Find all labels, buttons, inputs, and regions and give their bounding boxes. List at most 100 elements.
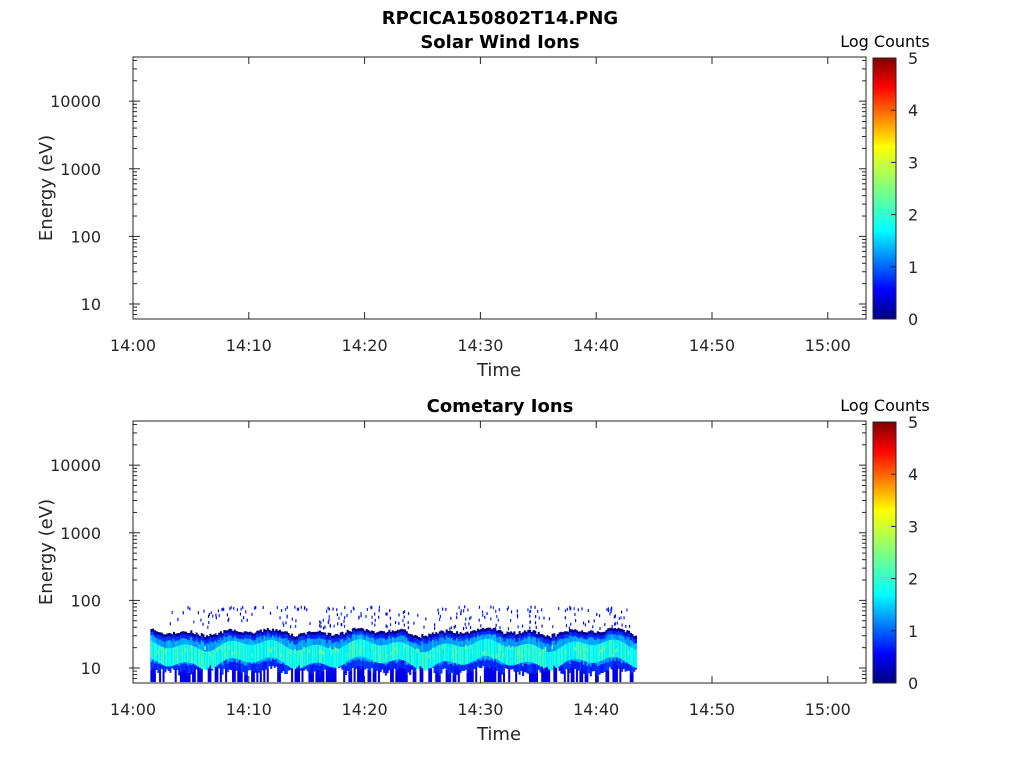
spectrogram-sparse-count bbox=[389, 616, 391, 620]
spectrogram-sparse-count bbox=[212, 614, 214, 618]
spectrogram-cell bbox=[435, 632, 438, 636]
spectrogram-cell bbox=[480, 628, 483, 632]
spectrogram-cell bbox=[506, 631, 509, 635]
spectrogram-sparse-count bbox=[607, 607, 609, 611]
spectrogram-cell bbox=[197, 634, 200, 638]
spectrogram-cell bbox=[511, 632, 514, 636]
spectrogram-cell bbox=[256, 630, 259, 634]
spectrogram-cell bbox=[390, 631, 393, 635]
spectrogram-cell bbox=[454, 633, 457, 637]
spectrogram-sparse-count bbox=[566, 607, 568, 611]
spectrogram-cell bbox=[516, 651, 519, 656]
spectrogram-cell bbox=[456, 645, 459, 664]
spectrogram-sparse-count bbox=[371, 621, 373, 625]
spectrogram-sparse-count bbox=[570, 622, 572, 626]
spectrogram-sparse-count bbox=[279, 616, 281, 620]
spectrogram-cell bbox=[242, 643, 245, 661]
spectrogram-cell bbox=[482, 651, 485, 656]
spectrogram-cell bbox=[337, 635, 340, 639]
spectrogram-sparse-count bbox=[584, 623, 587, 627]
spectrogram-cell bbox=[527, 629, 530, 633]
colorbar-label-cometary: Log Counts bbox=[840, 396, 930, 415]
spectrogram-sparse-count bbox=[454, 624, 456, 628]
y-tick-label: 100 bbox=[70, 227, 101, 246]
spectrogram-sparse-count bbox=[495, 623, 497, 627]
spectrogram-sparse-count bbox=[222, 607, 224, 611]
spectrogram-cell bbox=[631, 672, 634, 683]
spectrogram-sparse-count bbox=[498, 608, 500, 612]
spectrogram-cell bbox=[443, 632, 446, 636]
spectrogram-sparse-count bbox=[322, 618, 324, 622]
spectrogram-cell bbox=[457, 669, 460, 683]
spectrogram-cell bbox=[311, 652, 314, 657]
spectrogram-sparse-count bbox=[614, 622, 617, 626]
spectrogram-sparse-count bbox=[207, 625, 209, 629]
spectrogram-cell bbox=[506, 647, 509, 666]
spectrogram-cell bbox=[332, 649, 335, 668]
spectrogram-cell bbox=[622, 642, 625, 661]
spectrogram-sparse-count bbox=[227, 619, 229, 623]
spectrogram-cell bbox=[463, 633, 466, 637]
spectrogram-cell bbox=[221, 643, 224, 662]
spectrogram-cell bbox=[166, 648, 169, 653]
spectrogram-sparse-count bbox=[200, 618, 202, 622]
spectrogram-cell bbox=[579, 670, 582, 683]
spectrogram-cell bbox=[367, 641, 370, 659]
spectrogram-cell bbox=[608, 640, 611, 658]
spectrogram-cell bbox=[155, 631, 158, 635]
spectrogram-cell bbox=[304, 634, 307, 638]
spectrogram-cell bbox=[355, 628, 358, 632]
spectrogram-cell bbox=[423, 652, 426, 671]
spectrogram-cell bbox=[280, 653, 283, 658]
spectrogram-sparse-count bbox=[282, 621, 284, 625]
spectrogram-sparse-count bbox=[306, 608, 308, 612]
spectrogram-cell bbox=[589, 630, 592, 634]
panel-solar-wind: Solar Wind Ions 14:00 14:10 14:20 14:30 14:4… bbox=[36, 32, 930, 381]
x-tick-label: 14:20 bbox=[342, 700, 388, 719]
spectrogram-sparse-count bbox=[289, 625, 292, 629]
spectrogram-cell bbox=[430, 634, 433, 638]
spectrogram-cell bbox=[398, 667, 401, 683]
spectrogram-cell bbox=[238, 642, 241, 660]
spectrogram-cell bbox=[199, 649, 202, 654]
spectrogram-cell bbox=[397, 629, 400, 633]
x-axis-label-cometary: Time bbox=[476, 724, 521, 745]
spectrogram-cell bbox=[331, 635, 334, 639]
spectrogram-sparse-count bbox=[581, 607, 583, 611]
spectrogram-cell bbox=[556, 649, 559, 668]
spectrogram-sparse-count bbox=[239, 612, 242, 616]
spectrogram-cell bbox=[367, 669, 370, 683]
spectrogram-cell bbox=[329, 632, 332, 636]
colorbar-tick-label: 4 bbox=[908, 465, 918, 484]
spectrogram-sparse-count bbox=[344, 606, 346, 610]
colorbar-tick-label: 2 bbox=[908, 206, 918, 225]
x-tick-label: 14:40 bbox=[573, 700, 619, 719]
spectrogram-sparse-count bbox=[328, 615, 330, 619]
spectrogram-cell bbox=[508, 667, 511, 683]
spectrogram-cell bbox=[226, 630, 229, 634]
spectrogram-sparse-count bbox=[598, 614, 601, 618]
spectrogram-cell bbox=[355, 644, 358, 649]
spectrogram-cell bbox=[285, 647, 288, 666]
spectrogram-cell bbox=[529, 673, 532, 683]
spectrogram-sparse-count bbox=[208, 613, 210, 617]
spectrogram-cell bbox=[331, 651, 334, 656]
spectrogram-cell bbox=[247, 632, 250, 636]
spectrogram-cell bbox=[541, 649, 544, 668]
spectrogram-cell bbox=[549, 652, 552, 671]
spectrogram-cell bbox=[219, 645, 222, 663]
spectrogram-cell bbox=[273, 645, 276, 650]
spectrogram-cell bbox=[489, 639, 492, 657]
x-tick-label: 15:00 bbox=[805, 700, 851, 719]
spectrogram-cell bbox=[572, 641, 575, 659]
colorbar-tick-label: 3 bbox=[908, 517, 918, 536]
spectrogram-cell bbox=[308, 649, 311, 654]
spectrogram-cell bbox=[608, 627, 611, 631]
spectrogram-cell bbox=[412, 635, 415, 639]
spectrogram-cell bbox=[268, 629, 271, 633]
spectrogram-cell bbox=[358, 628, 361, 632]
spectrogram-sparse-count bbox=[202, 622, 204, 626]
spectrogram-cell bbox=[192, 633, 195, 637]
spectrogram-cell bbox=[240, 632, 243, 636]
